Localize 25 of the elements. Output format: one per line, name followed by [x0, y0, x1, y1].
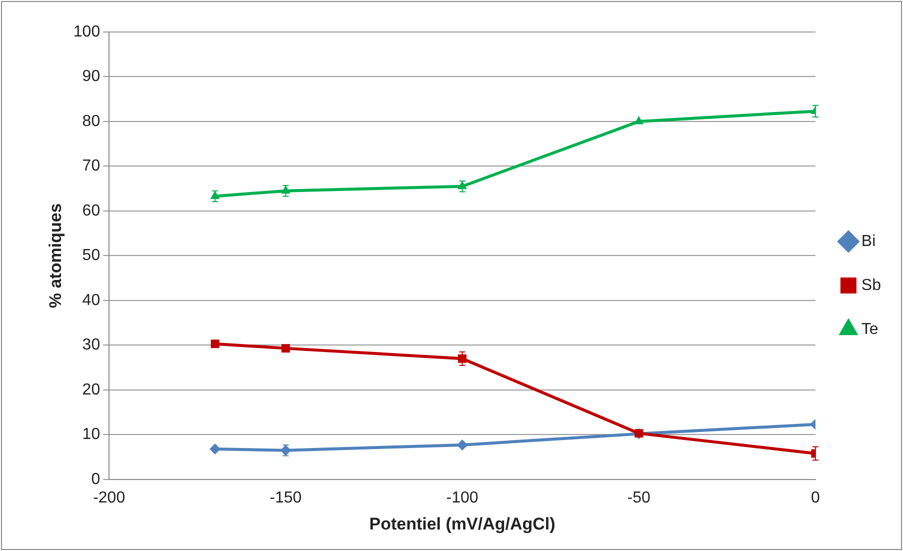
x-axis-title: Potentiel (mV/Ag/AgCl) [369, 514, 556, 534]
y-tick-label: 50 [82, 247, 100, 264]
x-tick-label: -150 [270, 489, 302, 506]
x-tick-label: 0 [810, 489, 820, 506]
y-tick-label: 10 [82, 426, 100, 444]
point [456, 439, 468, 450]
y-tick-label: 90 [82, 68, 100, 86]
y-tick-label: 40 [82, 292, 100, 309]
y-tick-label: 60 [82, 202, 100, 220]
y-tick-label: 100 [73, 23, 100, 40]
y-tick-label: 20 [82, 381, 100, 398]
y-tick-label: 0 [91, 470, 100, 488]
point [210, 443, 221, 454]
point [281, 344, 290, 353]
y-tick-label: 70 [82, 158, 100, 175]
y-tick-label: 30 [82, 336, 100, 354]
x-tick-label: -50 [627, 489, 651, 506]
legend-label: Te [861, 320, 878, 338]
x-tick-label: -100 [446, 489, 478, 506]
legend-label: Sb [861, 276, 882, 294]
x-tick-label: -200 [93, 489, 126, 506]
y-tick-label: 80 [82, 112, 100, 130]
point [210, 340, 220, 348]
y-axis-title: % atomiques [46, 203, 65, 308]
legend-label: Bi [861, 232, 876, 250]
